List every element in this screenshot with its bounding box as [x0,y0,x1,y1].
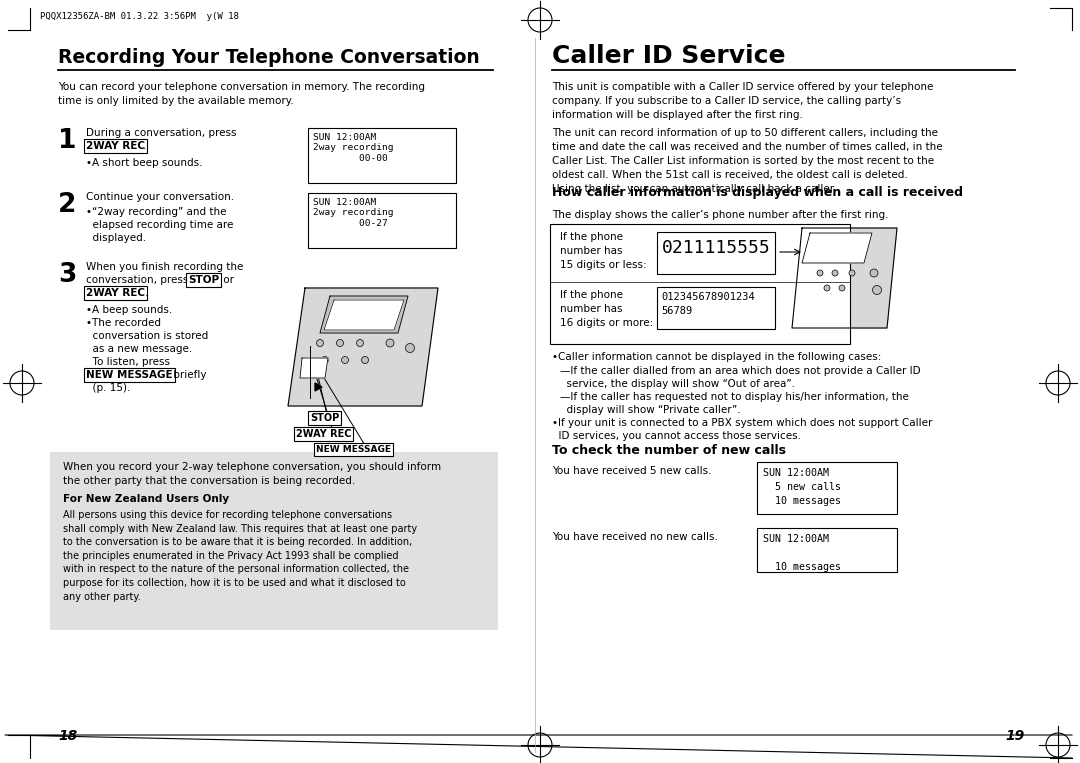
Text: conversation, press: conversation, press [86,275,188,285]
Text: You can record your telephone conversation in memory. The recording
time is only: You can record your telephone conversati… [58,82,426,106]
Circle shape [824,285,831,291]
Text: 2WAY REC: 2WAY REC [296,429,351,439]
Bar [308,128,456,183]
Text: .: . [145,288,148,298]
Circle shape [322,356,328,363]
Text: SUN 12:00AM
2way recording
        00-27: SUN 12:00AM 2way recording 00-27 [313,198,393,228]
Text: 2WAY REC: 2WAY REC [86,141,145,151]
Text: NEW MESSAGE: NEW MESSAGE [316,445,391,454]
Polygon shape [324,300,404,330]
Bar [50,452,498,630]
Text: Recording Your Telephone Conversation: Recording Your Telephone Conversation [58,48,480,67]
Text: 0211115555: 0211115555 [662,239,771,257]
Text: To listen, press: To listen, press [86,357,170,367]
Text: The display shows the caller’s phone number after the first ring.: The display shows the caller’s phone num… [552,210,889,220]
Text: or: or [220,275,234,285]
Text: For New Zealand Users Only: For New Zealand Users Only [63,494,229,504]
Text: •The recorded: •The recorded [86,318,161,328]
Text: 18: 18 [58,729,78,743]
Text: You have received no new calls.: You have received no new calls. [552,532,718,542]
Bar [657,232,775,274]
Circle shape [356,340,364,346]
Text: If the phone
number has
15 digits or less:: If the phone number has 15 digits or les… [561,232,647,270]
Circle shape [362,356,368,363]
Text: •“2way recording” and the: •“2way recording” and the [86,207,227,217]
Text: service, the display will show “Out of area”.: service, the display will show “Out of a… [561,379,795,389]
Circle shape [386,339,394,347]
Text: conversation is stored: conversation is stored [86,331,208,341]
Text: •A short beep sounds.: •A short beep sounds. [86,158,203,168]
Circle shape [870,269,878,277]
Text: NEW MESSAGE: NEW MESSAGE [86,370,173,380]
Text: All persons using this device for recording telephone conversations
shall comply: All persons using this device for record… [63,510,417,601]
Circle shape [839,285,845,291]
Bar [757,528,897,572]
Circle shape [341,356,349,363]
Text: 2: 2 [58,192,77,218]
Text: display will show “Private caller”.: display will show “Private caller”. [561,405,741,415]
Polygon shape [288,288,438,406]
Text: SUN 12:00AM

  10 messages: SUN 12:00AM 10 messages [762,534,841,572]
Text: ID services, you cannot access those services.: ID services, you cannot access those ser… [552,431,801,441]
Text: as a new message.: as a new message. [86,344,192,354]
Text: •Caller information cannot be displayed in the following cases:: •Caller information cannot be displayed … [552,352,881,362]
Text: 012345678901234
56789: 012345678901234 56789 [661,292,755,316]
Text: .: . [143,141,147,151]
Circle shape [816,270,823,276]
Text: During a conversation, press: During a conversation, press [86,128,237,138]
Text: briefly: briefly [170,370,206,380]
Polygon shape [320,296,408,333]
Text: STOP: STOP [310,413,339,423]
Text: You have received 5 new calls.: You have received 5 new calls. [552,466,712,476]
Text: 2WAY REC: 2WAY REC [86,288,145,298]
Text: When you record your 2-way telephone conversation, you should inform
the other p: When you record your 2-way telephone con… [63,462,441,486]
Text: Continue your conversation.: Continue your conversation. [86,192,234,202]
Polygon shape [300,358,328,378]
Text: How caller information is displayed when a call is received: How caller information is displayed when… [552,186,963,199]
Text: 3: 3 [58,262,77,288]
Text: The unit can record information of up to 50 different callers, including the
tim: The unit can record information of up to… [552,128,943,194]
Text: This unit is compatible with a Caller ID service offered by your telephone
compa: This unit is compatible with a Caller ID… [552,82,933,120]
Bar [550,224,850,344]
Circle shape [849,270,855,276]
Text: 1: 1 [58,128,77,154]
Circle shape [316,340,324,346]
Text: elapsed recording time are: elapsed recording time are [86,220,233,230]
Text: If the phone
number has
16 digits or more:: If the phone number has 16 digits or mor… [561,290,653,328]
Bar [308,193,456,248]
Text: 19: 19 [1005,729,1025,743]
Text: When you finish recording the: When you finish recording the [86,262,243,272]
Polygon shape [315,383,322,391]
Text: displayed.: displayed. [86,233,146,243]
Text: PQQX12356ZA-BM 01.3.22 3:56PM  y(W 18: PQQX12356ZA-BM 01.3.22 3:56PM y(W 18 [40,12,239,21]
Text: —If the caller has requested not to display his/her information, the: —If the caller has requested not to disp… [561,392,909,402]
Text: •If your unit is connected to a PBX system which does not support Caller: •If your unit is connected to a PBX syst… [552,418,932,428]
Bar [757,462,897,514]
Circle shape [405,343,415,353]
Circle shape [873,285,881,295]
Text: Caller ID Service: Caller ID Service [552,44,785,68]
Text: To check the number of new calls: To check the number of new calls [552,444,786,457]
Circle shape [832,270,838,276]
Text: (p. 15).: (p. 15). [86,383,131,393]
Text: SUN 12:00AM
2way recording
        00-00: SUN 12:00AM 2way recording 00-00 [313,133,393,163]
Polygon shape [802,233,872,263]
Bar [657,287,775,329]
Circle shape [337,340,343,346]
Text: —If the caller dialled from an area which does not provide a Caller ID: —If the caller dialled from an area whic… [561,366,920,376]
Polygon shape [792,228,897,328]
Text: SUN 12:00AM
  5 new calls
  10 messages: SUN 12:00AM 5 new calls 10 messages [762,468,841,506]
Text: •A beep sounds.: •A beep sounds. [86,305,172,315]
Text: STOP: STOP [188,275,219,285]
